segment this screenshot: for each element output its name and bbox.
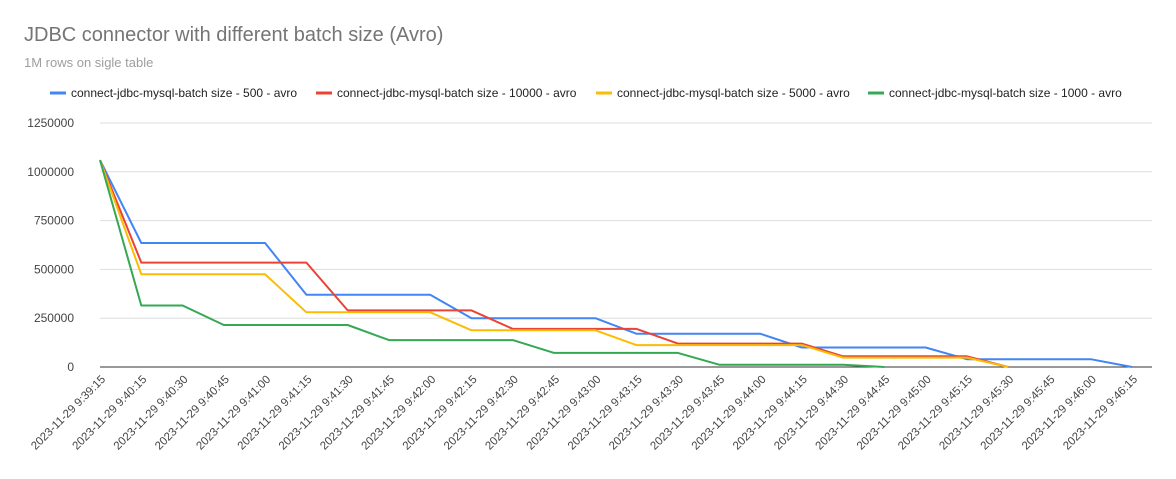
- y-tick-label: 0: [67, 360, 74, 374]
- x-tick-label: 2023-11-29 9:41:45: [318, 374, 397, 453]
- x-tick-label: 2023-11-29 9:43:45: [648, 374, 727, 453]
- x-tick-label: 2023-11-29 9:45:45: [979, 374, 1058, 453]
- series-line-2: [99, 159, 1009, 368]
- x-tick-label: 2023-11-29 9:44:45: [814, 374, 893, 453]
- x-tick-label: 2023-11-29 9:40:30: [112, 374, 191, 453]
- x-tick-label: 2023-11-29 9:41:00: [194, 374, 273, 453]
- y-axis-ticks: 0 250000 500000 750000 1000000 1250000: [27, 116, 74, 374]
- series-lines: [99, 159, 1133, 368]
- x-tick-label: 2023-11-29 9:45:00: [855, 374, 934, 453]
- x-tick-label: 2023-11-29 9:39:15: [29, 374, 108, 453]
- x-tick-label: 2023-11-29 9:45:30: [937, 374, 1016, 453]
- x-tick-label: 2023-11-29 9:43:30: [607, 374, 686, 453]
- x-tick-label: 2023-11-29 9:42:15: [401, 374, 480, 453]
- x-tick-label: 2023-11-29 9:45:15: [896, 374, 975, 453]
- y-tick-label: 1000000: [27, 165, 74, 179]
- y-tick-label: 1250000: [27, 116, 74, 130]
- x-tick-label: 2023-11-29 9:43:00: [525, 374, 604, 453]
- legend: connect-jdbc-mysql-batch size - 500 - av…: [50, 86, 1122, 100]
- x-tick-label: 2023-11-29 9:41:15: [236, 374, 315, 453]
- x-tick-label: 2023-11-29 9:42:45: [483, 374, 562, 453]
- y-tick-label: 250000: [34, 311, 74, 325]
- series-line-1: [99, 159, 1009, 368]
- x-tick-label: 2023-11-29 9:42:00: [359, 374, 438, 453]
- y-tick-label: 750000: [34, 214, 74, 228]
- x-tick-label: 2023-11-29 9:43:15: [566, 374, 645, 453]
- x-tick-label: 2023-11-29 9:46:00: [1020, 374, 1099, 453]
- legend-item-label: connect-jdbc-mysql-batch size - 5000 - a…: [617, 86, 850, 100]
- chart-title: JDBC connector with different batch size…: [24, 24, 444, 46]
- x-tick-label: 2023-11-29 9:44:30: [772, 374, 851, 453]
- y-tick-label: 500000: [34, 262, 74, 276]
- legend-item-label: connect-jdbc-mysql-batch size - 500 - av…: [71, 86, 297, 100]
- x-tick-label: 2023-11-29 9:44:00: [690, 374, 769, 453]
- legend-item-label: connect-jdbc-mysql-batch size - 1000 - a…: [889, 86, 1122, 100]
- x-tick-label: 2023-11-29 9:44:15: [731, 374, 810, 453]
- series-line-3: [99, 159, 885, 368]
- x-tick-label: 2023-11-29 9:42:30: [442, 374, 521, 453]
- legend-item-label: connect-jdbc-mysql-batch size - 10000 - …: [337, 86, 577, 100]
- x-tick-label: 2023-11-29 9:40:15: [71, 374, 150, 453]
- gridlines: [100, 122, 1152, 368]
- chart-subtitle: 1M rows on sigle table: [24, 55, 154, 70]
- x-tick-label: 2023-11-29 9:46:15: [1061, 374, 1140, 453]
- x-tick-label: 2023-11-29 9:41:30: [277, 374, 356, 453]
- x-tick-label: 2023-11-29 9:40:45: [153, 374, 232, 453]
